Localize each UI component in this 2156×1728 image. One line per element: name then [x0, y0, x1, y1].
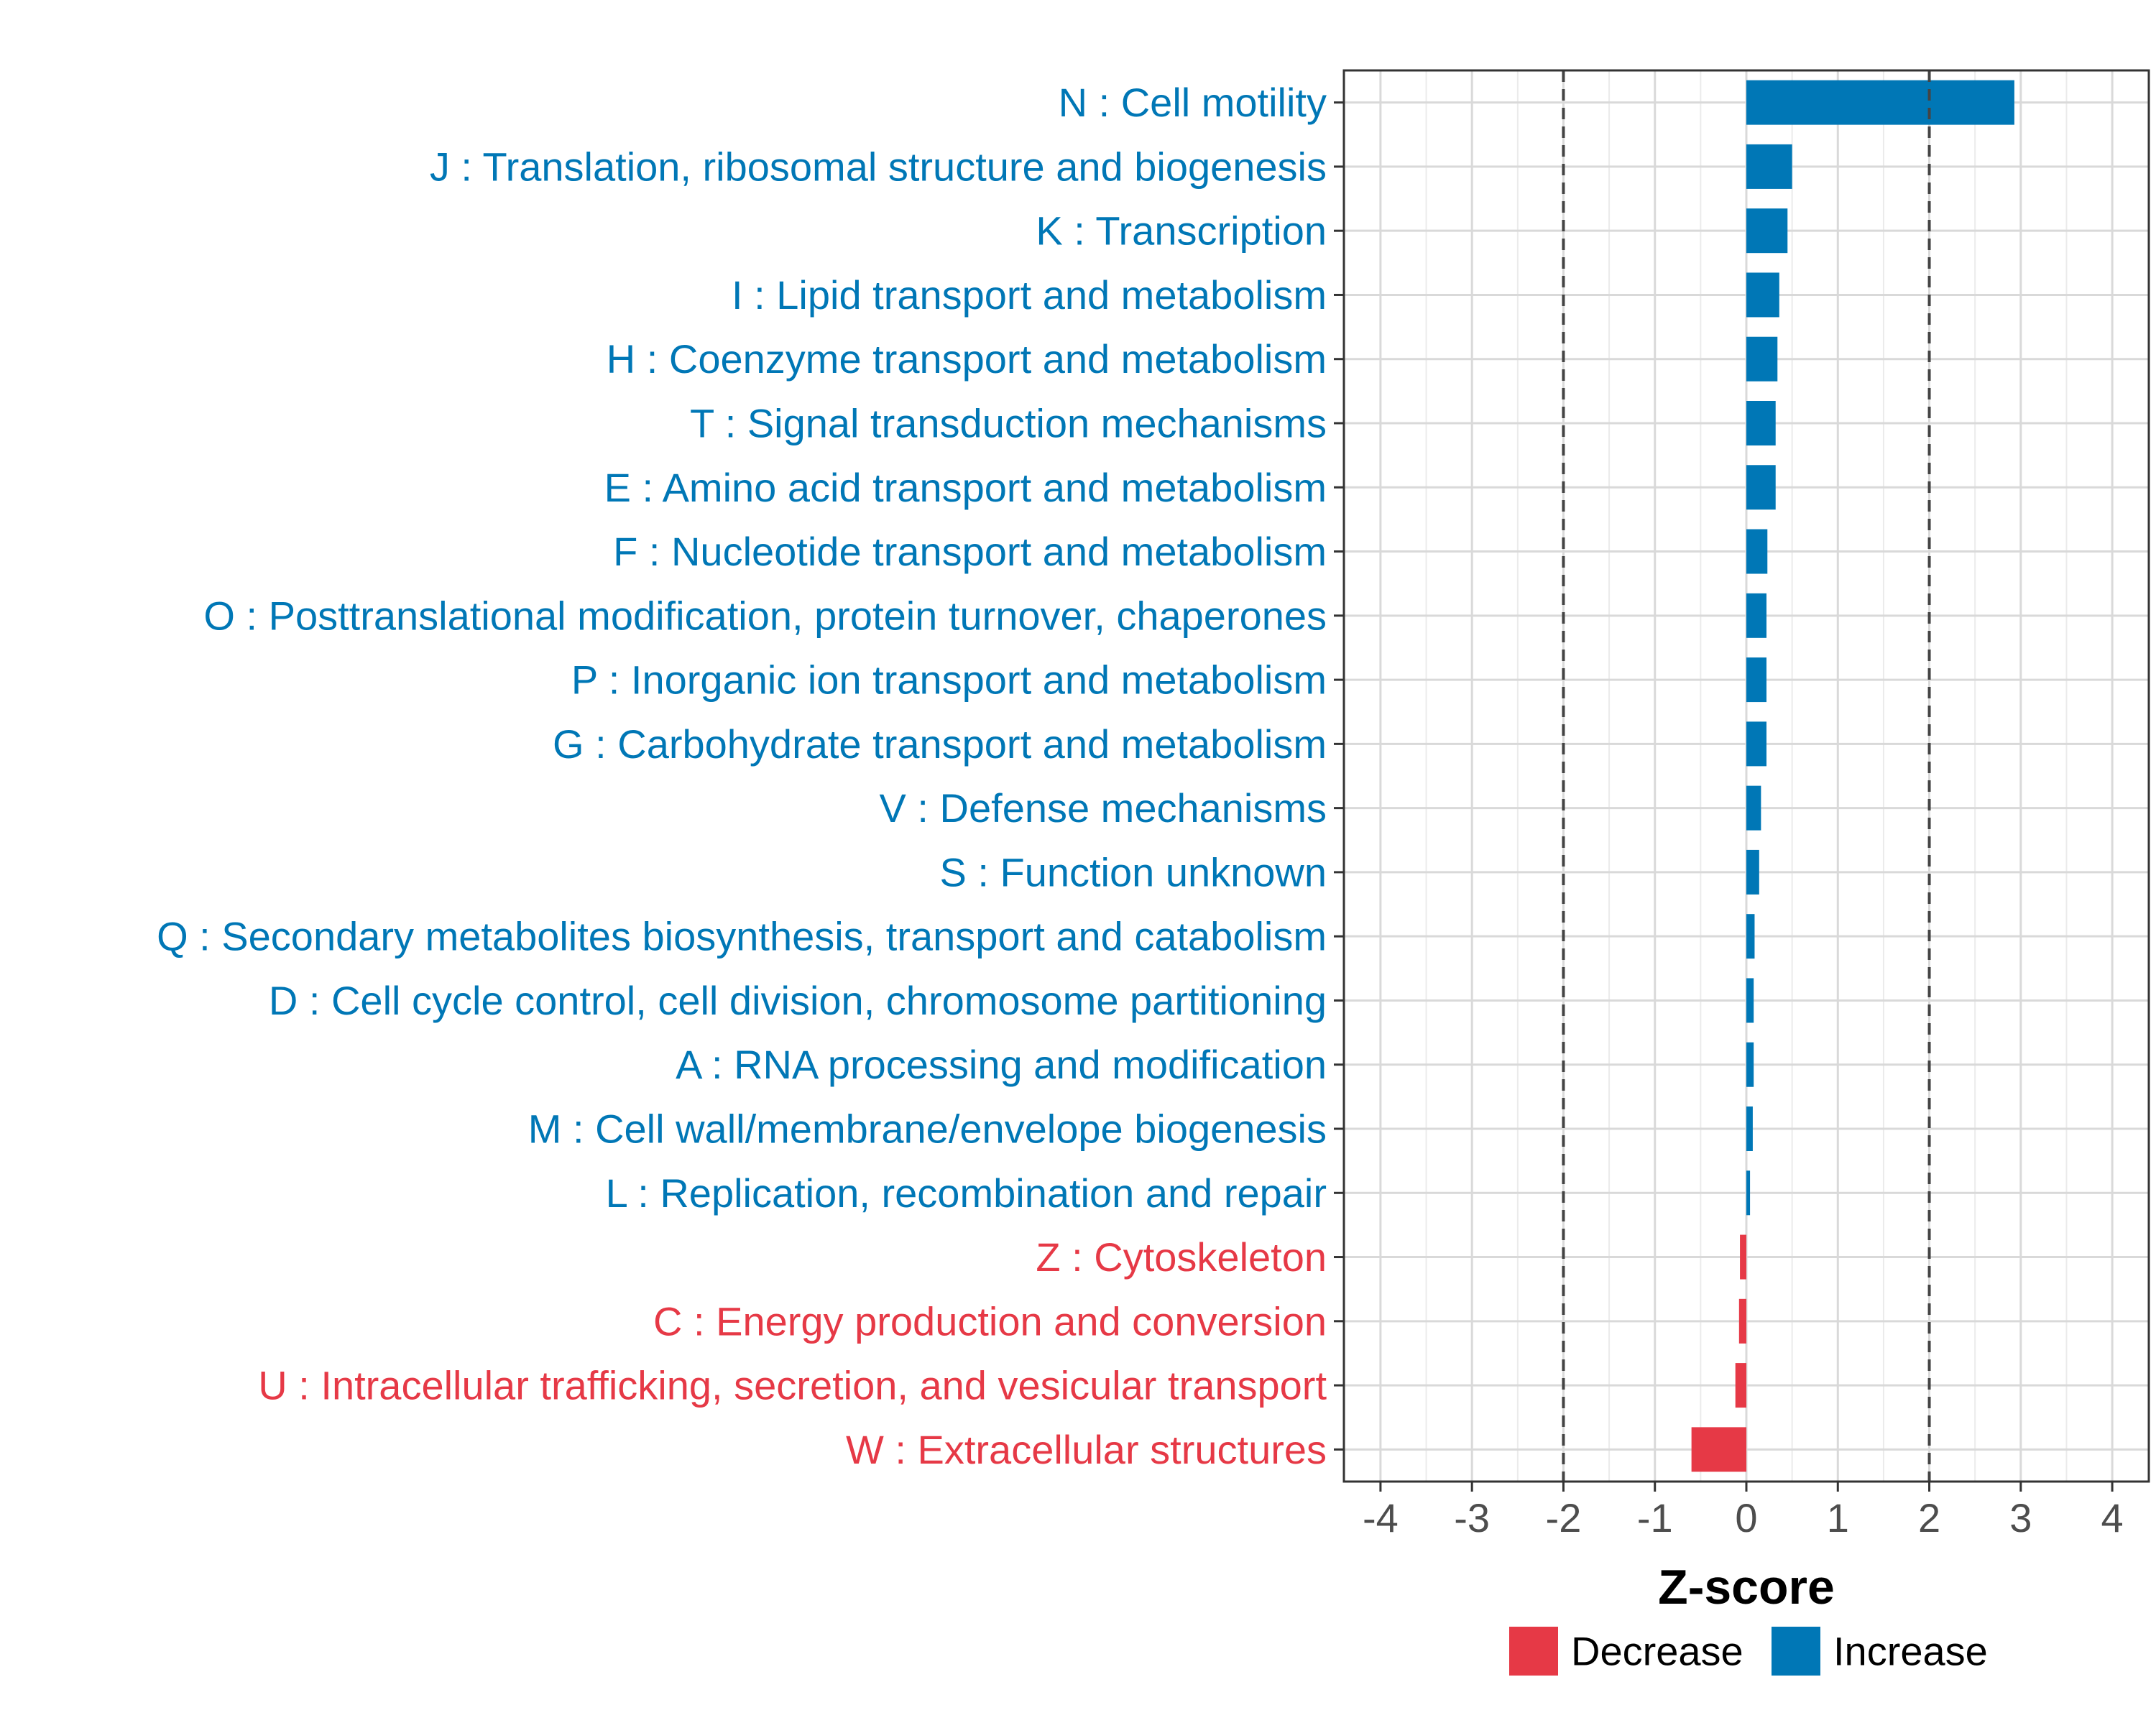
bar-8	[1746, 529, 1768, 574]
y-tick-label: G : Carbohydrate transport and metabolis…	[553, 721, 1327, 767]
bar-12	[1746, 785, 1761, 831]
legend-swatch-decrease	[1509, 1627, 1558, 1676]
x-tick-label: -3	[1454, 1495, 1490, 1540]
bar-20	[1738, 1298, 1746, 1344]
legend-swatch-increase	[1772, 1627, 1820, 1676]
x-axis-title: Z-score	[1658, 1560, 1835, 1614]
bar-17	[1746, 1106, 1753, 1151]
y-tick-label: H : Coenzyme transport and metabolism	[607, 336, 1327, 382]
bar-1	[1746, 80, 2014, 125]
y-tick-label: M : Cell wall/membrane/envelope biogenes…	[528, 1106, 1327, 1152]
bar-10	[1746, 657, 1766, 703]
bar-15	[1746, 978, 1754, 1023]
legend-label-decrease: Decrease	[1571, 1629, 1743, 1674]
y-tick-label: W : Extracellular structures	[846, 1427, 1327, 1472]
bar-7	[1746, 465, 1776, 510]
x-tick-label: 4	[2101, 1495, 2124, 1540]
y-tick-label: L : Replication, recombination and repai…	[606, 1170, 1327, 1216]
y-tick-label: U : Intracellular trafficking, secretion…	[258, 1363, 1327, 1408]
x-tick-label: -2	[1546, 1495, 1582, 1540]
bar-4	[1746, 272, 1779, 318]
y-tick-label: I : Lipid transport and metabolism	[732, 272, 1327, 318]
bar-2	[1746, 144, 1792, 189]
x-tick-label: -1	[1637, 1495, 1673, 1540]
y-tick-label: Z : Cytoskeleton	[1036, 1234, 1327, 1280]
y-tick-label: C : Energy production and conversion	[653, 1298, 1327, 1344]
x-tick-label: 0	[1735, 1495, 1757, 1540]
bar-18	[1746, 1170, 1751, 1216]
y-tick-label: S : Function unknown	[939, 849, 1327, 895]
bar-6	[1746, 401, 1776, 445]
y-tick-label: P : Inorganic ion transport and metaboli…	[571, 657, 1327, 703]
y-tick-label: D : Cell cycle control, cell division, c…	[269, 978, 1327, 1023]
y-tick-label: E : Amino acid transport and metabolism	[604, 465, 1327, 510]
bar-16	[1746, 1042, 1754, 1087]
y-tick-label: F : Nucleotide transport and metabolism	[613, 529, 1327, 574]
y-tick-label: O : Posttranslational modification, prot…	[203, 593, 1327, 638]
bar-5	[1746, 336, 1778, 382]
bar-21	[1735, 1363, 1746, 1408]
bar-13	[1746, 849, 1759, 895]
bar-3	[1746, 208, 1788, 254]
bar-14	[1746, 914, 1755, 959]
y-tick-label: Q : Secondary metabolites biosynthesis, …	[157, 914, 1327, 959]
y-tick-label: T : Signal transduction mechanisms	[690, 401, 1327, 446]
x-tick-label: 3	[2009, 1495, 2032, 1540]
y-tick-label: V : Defense mechanisms	[880, 785, 1327, 831]
bar-22	[1691, 1427, 1746, 1472]
bar-11	[1746, 721, 1766, 767]
y-tick-label: K : Transcription	[1036, 208, 1327, 254]
y-tick-label: N : Cell motility	[1059, 80, 1327, 125]
y-tick-label: A : RNA processing and modification	[676, 1042, 1327, 1087]
bar-19	[1740, 1234, 1746, 1280]
x-tick-label: 1	[1827, 1495, 1849, 1540]
x-tick-label: -4	[1363, 1495, 1399, 1540]
x-tick-label: 2	[1918, 1495, 1940, 1540]
bar-9	[1746, 593, 1766, 638]
legend-label-increase: Increase	[1833, 1629, 1988, 1674]
y-tick-label: J : Translation, ribosomal structure and…	[430, 144, 1327, 189]
